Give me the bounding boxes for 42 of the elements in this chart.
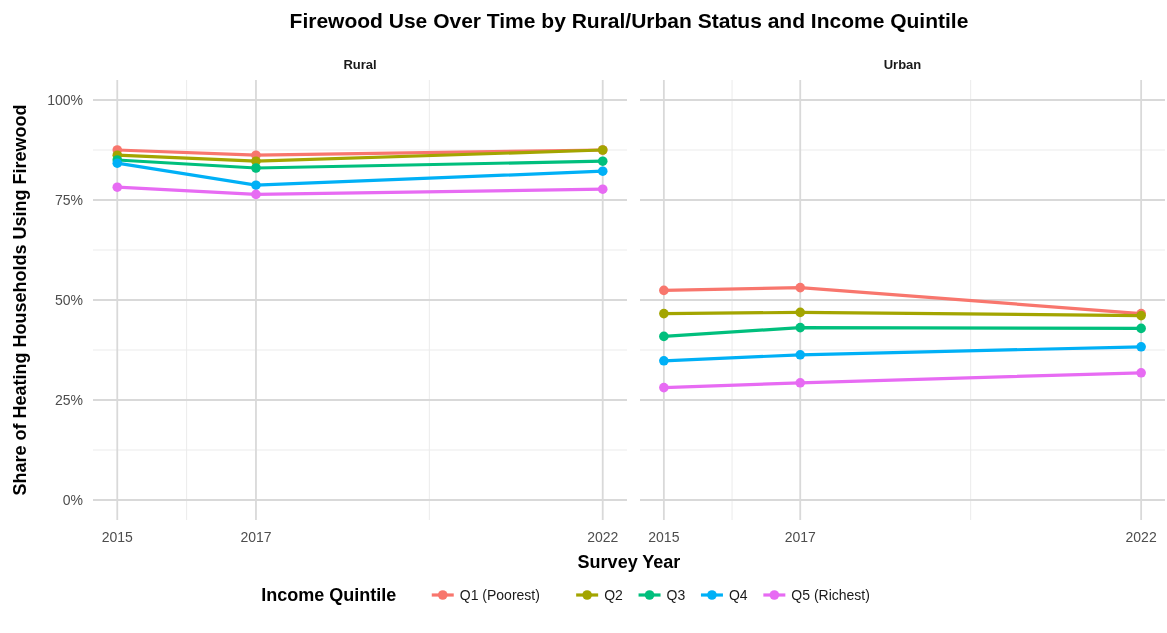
legend-title: Income Quintile — [261, 585, 397, 606]
legend-label: Q5 (Richest) — [791, 586, 870, 603]
point — [795, 322, 806, 333]
point — [1136, 323, 1146, 334]
point — [251, 180, 261, 190]
x-tick-label: 2017 — [240, 529, 272, 545]
point — [659, 356, 669, 366]
x-tick-label: 2022 — [587, 529, 619, 545]
point — [251, 189, 261, 200]
y-tick-label: 25% — [54, 391, 83, 408]
x-tick-label: 2022 — [1125, 529, 1157, 545]
point — [597, 166, 608, 176]
y-tick-label: 0% — [62, 491, 83, 508]
point — [1136, 368, 1146, 378]
point — [795, 282, 806, 293]
point — [659, 382, 669, 393]
point — [795, 307, 806, 318]
legend-label: Q2 — [604, 586, 624, 603]
point — [251, 163, 261, 173]
x-axis-title: Survey Year — [577, 552, 681, 572]
point — [659, 308, 669, 319]
legend-label: Q3 — [666, 586, 686, 603]
legend-label: Q4 — [728, 586, 748, 603]
x-tick-label: 2015 — [101, 529, 134, 545]
point — [597, 184, 608, 194]
point — [795, 350, 806, 360]
point — [795, 378, 806, 388]
y-tick-label: 100% — [47, 91, 83, 108]
point — [112, 182, 123, 192]
y-tick-label: 50% — [54, 291, 83, 308]
point — [659, 331, 669, 342]
y-tick-label: 75% — [54, 191, 83, 208]
chart-title: Firewood Use Over Time by Rural/Urban Status and Income Quintile — [289, 9, 969, 32]
chart-subtitle: Urban — [883, 57, 922, 72]
point — [597, 156, 608, 166]
x-tick-label: 2015 — [648, 529, 680, 545]
x-tick-label: 2017 — [784, 529, 817, 545]
point — [659, 285, 669, 296]
y-axis-title: Share of Heating Households Using Firewood — [10, 104, 30, 496]
point — [1136, 342, 1146, 352]
chart-subtitle: Rural — [343, 57, 377, 72]
legend-label: Q1 (Poorest) — [459, 586, 540, 603]
